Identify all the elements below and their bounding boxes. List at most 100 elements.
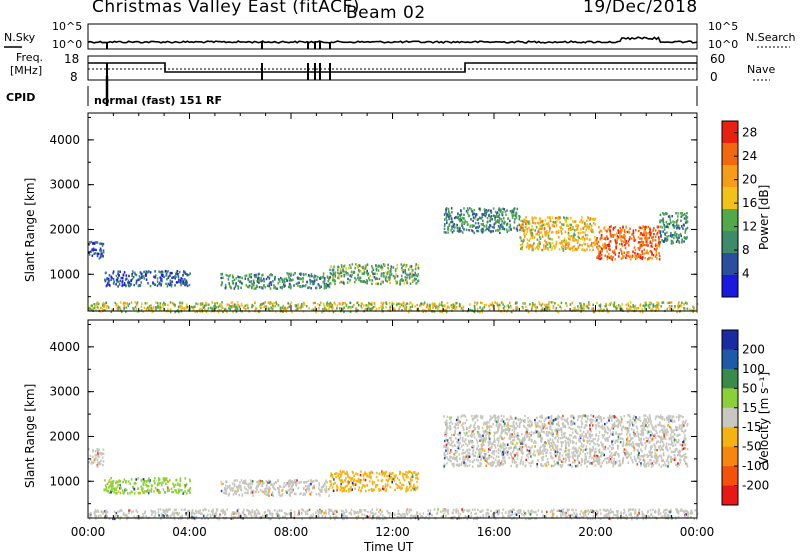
echo-cell (662, 222, 665, 225)
echo-cell (609, 248, 611, 251)
echo-cell (507, 421, 509, 424)
echo-cell (678, 427, 681, 430)
echo-cell (371, 480, 374, 483)
echo-cell (675, 212, 677, 215)
echo-cell (340, 474, 342, 477)
echo-cell (637, 435, 640, 438)
echo-cell (411, 471, 413, 475)
echo-cell (295, 482, 297, 486)
echo-cell (626, 230, 629, 234)
echo-cell (591, 307, 593, 310)
echo-cell (376, 272, 379, 276)
echo-cell (285, 482, 288, 486)
echo-cell (629, 258, 632, 261)
echo-cell (166, 489, 169, 493)
echo-cell (601, 236, 603, 240)
echo-cell (619, 441, 622, 444)
echo-cell (520, 239, 523, 243)
echo-cell (650, 308, 652, 312)
echo-cell (632, 430, 635, 434)
echo-cell (184, 490, 186, 493)
freq-label-1: Freq. (16, 51, 44, 64)
echo-cell (275, 481, 277, 484)
echo-cell (375, 475, 378, 479)
echo-cell (252, 279, 255, 282)
echo-cell (531, 233, 534, 236)
echo-cell (334, 303, 336, 306)
echo-cell (571, 301, 574, 305)
echo-cell (666, 458, 669, 461)
echo-cell (308, 286, 311, 289)
echo-cell (532, 228, 534, 231)
echo-cell (615, 307, 618, 311)
echo-cell (335, 476, 337, 479)
echo-cell (361, 486, 363, 489)
echo-cell (119, 270, 121, 273)
echo-cell (502, 211, 504, 214)
echo-cell (509, 437, 512, 440)
echo-cell (539, 237, 542, 240)
echo-cell (569, 438, 571, 441)
echo-cell (178, 306, 180, 309)
echo-cell (612, 439, 615, 442)
echo-cell (136, 310, 139, 314)
echo-cell (186, 281, 188, 284)
echo-cell (356, 479, 359, 483)
echo-cell (641, 252, 644, 255)
echo-cell (213, 308, 215, 311)
echo-cell (521, 229, 523, 232)
echo-cell (411, 273, 414, 276)
echo-cell (132, 275, 135, 279)
echo-cell (632, 233, 634, 236)
echo-cell (280, 276, 282, 280)
echo-cell (220, 273, 222, 276)
echo-cell (657, 229, 660, 233)
echo-cell (589, 424, 591, 427)
echo-cell (526, 244, 529, 248)
echo-cell (506, 209, 508, 212)
echo-cell (680, 219, 682, 222)
echo-cell (541, 224, 543, 227)
echo-cell (634, 304, 637, 308)
echo-cell (600, 425, 602, 429)
echo-cell (612, 443, 614, 447)
echo-cell (677, 212, 679, 215)
echo-cell (476, 303, 478, 306)
echo-cell (546, 216, 549, 219)
echo-cell (229, 308, 231, 311)
echo-cell (125, 274, 128, 277)
echo-cell (494, 414, 496, 418)
echo-cell (559, 305, 561, 308)
echo-cell (582, 237, 584, 241)
echo-cell (308, 489, 310, 492)
echo-cell (669, 234, 672, 237)
echo-cell (250, 276, 253, 279)
echo-cell (328, 285, 331, 289)
echo-cell (351, 305, 354, 308)
echo-cell (619, 308, 621, 312)
echo-cell (355, 263, 357, 266)
echo-cell (89, 307, 92, 311)
echo-cell (289, 279, 292, 282)
echo-cell (358, 270, 361, 273)
echo-cell (343, 488, 346, 491)
echo-cell (255, 275, 258, 279)
echo-cell (492, 440, 495, 443)
echo-cell (646, 432, 649, 435)
echo-cell (247, 485, 250, 488)
echo-cell (412, 485, 415, 489)
echo-cell (523, 302, 525, 305)
echo-cell (518, 425, 521, 429)
echo-cell (467, 458, 469, 462)
echo-cell (323, 287, 326, 290)
echo-cell (552, 223, 555, 226)
echo-cell (571, 226, 574, 229)
echo-cell (560, 242, 562, 245)
echo-cell (487, 209, 490, 212)
echo-cell (592, 419, 594, 422)
echo-cell (222, 482, 224, 485)
echo-cell (569, 235, 572, 238)
echo-cell (543, 223, 546, 226)
echo-cell (330, 472, 332, 475)
echo-cell (359, 264, 361, 267)
